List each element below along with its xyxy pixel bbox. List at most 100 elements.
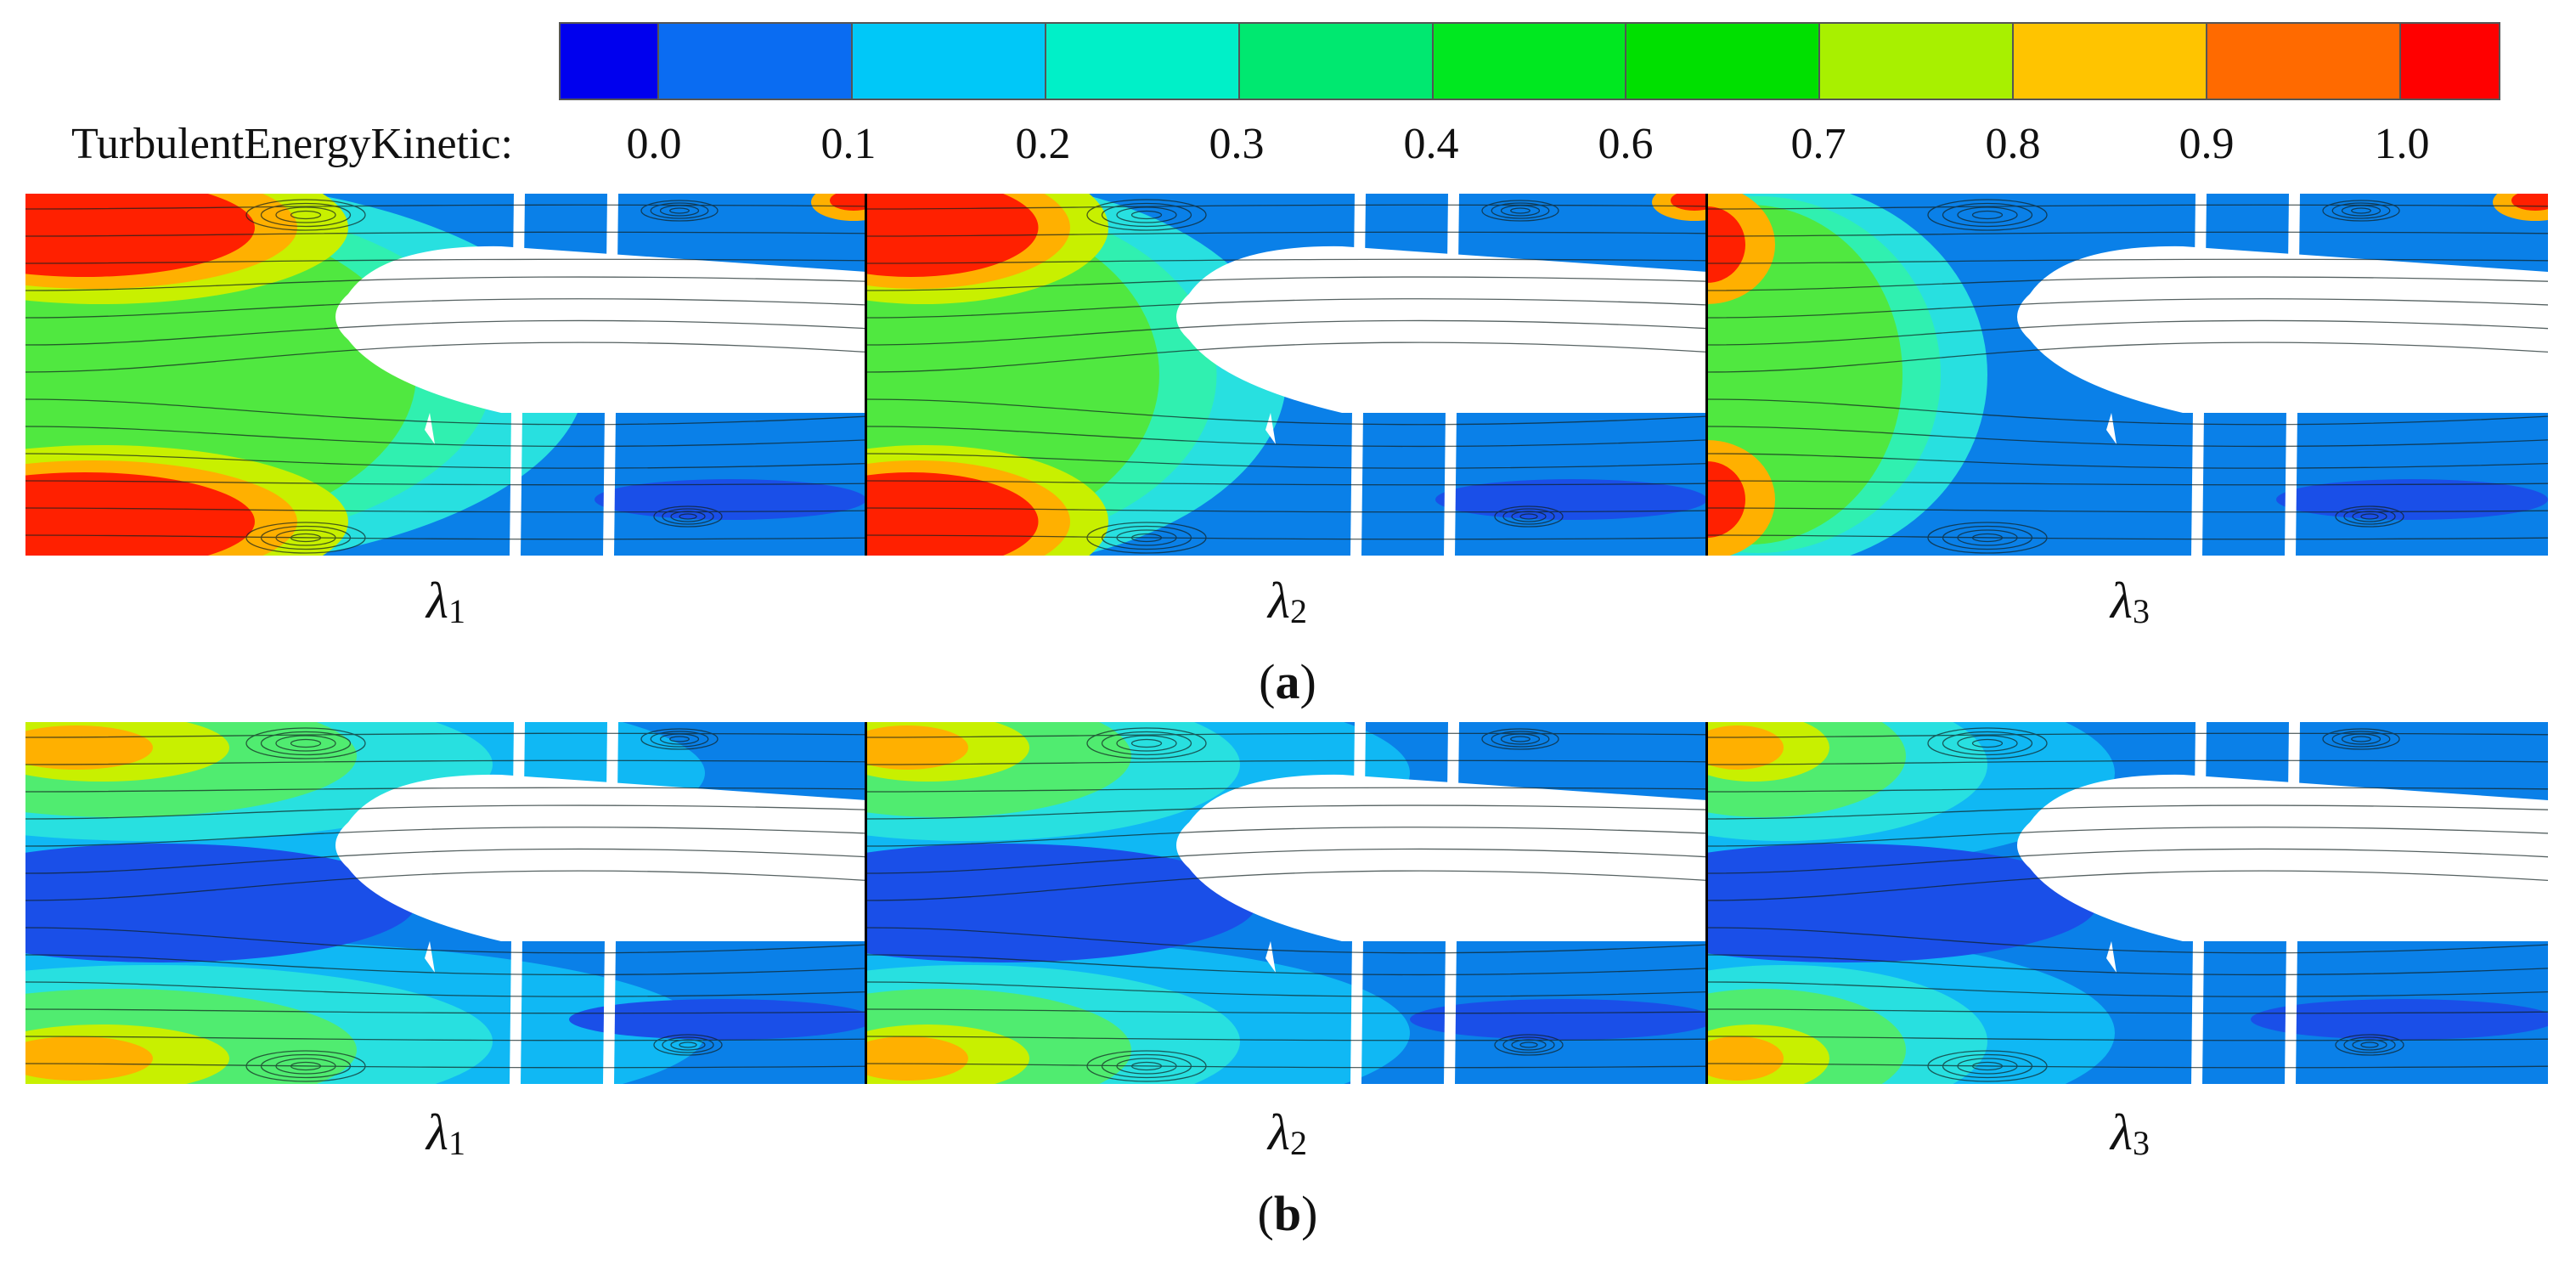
colorbar bbox=[559, 22, 2500, 100]
vortex-ring bbox=[2322, 200, 2400, 222]
contour-plot bbox=[1707, 722, 2548, 1084]
streamline bbox=[866, 848, 1707, 874]
guide-vane bbox=[2285, 194, 2300, 556]
vortex-ring bbox=[1510, 207, 1530, 214]
contour-panel-a2 bbox=[866, 194, 1707, 556]
centre-body bbox=[335, 246, 866, 413]
streamline bbox=[25, 870, 866, 901]
vortex-ring bbox=[260, 202, 352, 228]
vortex-ring bbox=[1101, 202, 1192, 228]
lambda-index: 1 bbox=[448, 592, 465, 630]
streamline bbox=[1707, 827, 2548, 847]
panel-label-b1: λ1 bbox=[426, 1103, 465, 1173]
vortex-ring bbox=[1491, 202, 1550, 219]
streamline bbox=[866, 426, 1707, 448]
vortex-ring bbox=[2335, 505, 2404, 528]
vortex-ring bbox=[245, 1050, 366, 1082]
vortex-ring bbox=[2335, 1034, 2404, 1056]
streamline bbox=[866, 453, 1707, 469]
colorbar-tick-label: 0.6 bbox=[1598, 120, 1654, 168]
streamline bbox=[866, 732, 1707, 738]
streamline bbox=[25, 827, 866, 847]
streamline bbox=[1707, 787, 2548, 793]
vortex-ring bbox=[1519, 1041, 1538, 1048]
streamline bbox=[1707, 927, 2548, 954]
lambda-symbol: λ bbox=[426, 1104, 448, 1160]
colorbar-swatch bbox=[1046, 24, 1240, 99]
vortex-ring bbox=[2341, 205, 2382, 217]
vortex-ring bbox=[1957, 206, 2018, 223]
vortex-ring bbox=[2352, 1039, 2387, 1051]
paren-close: ) bbox=[1301, 1186, 1318, 1241]
streamline bbox=[1707, 1008, 2548, 1014]
vortex-ring bbox=[1481, 728, 1559, 750]
lambda-index: 1 bbox=[448, 1124, 465, 1162]
vortex-ring bbox=[245, 522, 366, 554]
vortex-ring bbox=[275, 206, 336, 223]
guide-vane bbox=[603, 194, 618, 556]
vortex-ring bbox=[260, 1053, 352, 1079]
streamline bbox=[866, 276, 1707, 291]
streamline bbox=[1707, 981, 2548, 997]
streamline bbox=[866, 204, 1707, 210]
tke-region-0.0 bbox=[2251, 999, 2548, 1040]
colorbar-swatch bbox=[2013, 24, 2207, 99]
streamline bbox=[25, 927, 866, 954]
tke-region-1.0 bbox=[25, 472, 255, 556]
vortex-ring bbox=[1101, 731, 1192, 756]
colorbar-swatch bbox=[2400, 24, 2499, 99]
vortex-ring bbox=[275, 529, 336, 546]
vortex-ring bbox=[1942, 525, 2033, 550]
subfigure-label-b: (b) bbox=[1258, 1184, 1318, 1244]
vortex-ring bbox=[290, 210, 322, 220]
streamline bbox=[25, 341, 866, 373]
lambda-symbol: λ bbox=[1268, 573, 1290, 629]
streamline bbox=[866, 759, 1707, 765]
streamline bbox=[866, 231, 1707, 237]
colorbar-tick-label: 0.9 bbox=[2179, 120, 2235, 168]
vortex-ring bbox=[2351, 207, 2371, 214]
vortex-ring bbox=[1942, 202, 2033, 228]
streamline bbox=[1707, 453, 2548, 469]
vortex-ring bbox=[1130, 533, 1163, 543]
vortex-ring bbox=[275, 1058, 336, 1075]
panel-divider bbox=[865, 722, 867, 1084]
colorbar-tick-label: 0.3 bbox=[1209, 120, 1265, 168]
streamline bbox=[1707, 1063, 2548, 1069]
fin bbox=[1265, 308, 1276, 342]
streamline bbox=[1707, 426, 2548, 448]
colorbar-swatch bbox=[1433, 24, 1627, 99]
vortex-ring bbox=[1086, 727, 1207, 759]
vortex-ring bbox=[670, 511, 706, 522]
contour-panel-a1 bbox=[25, 194, 866, 556]
subfigure-letter: b bbox=[1273, 1186, 1302, 1241]
streamline bbox=[866, 1063, 1707, 1069]
vortex-ring bbox=[1971, 738, 2004, 748]
vortex-ring bbox=[650, 202, 709, 219]
fin bbox=[2106, 308, 2117, 342]
vortex-ring bbox=[1927, 727, 2048, 759]
vortex-ring bbox=[1927, 199, 2048, 231]
vortex-ring bbox=[1500, 205, 1541, 217]
streamline bbox=[866, 298, 1707, 319]
streamline bbox=[1707, 1036, 2548, 1041]
panel-label-a3: λ3 bbox=[2111, 571, 2150, 641]
vortex-ring bbox=[1116, 735, 1177, 752]
vortex-ring bbox=[1502, 508, 1555, 525]
streamline bbox=[866, 1036, 1707, 1041]
tke-region-0.0 bbox=[1707, 844, 2098, 962]
fin bbox=[425, 308, 435, 342]
streamline bbox=[25, 231, 866, 237]
subfigure-letter: a bbox=[1275, 654, 1300, 709]
vortex-ring bbox=[2352, 511, 2387, 522]
fin bbox=[1265, 413, 1276, 444]
streamline bbox=[866, 870, 1707, 901]
contour-panel-a3 bbox=[1707, 194, 2548, 556]
streamline bbox=[25, 1063, 866, 1069]
streamline bbox=[1707, 870, 2548, 901]
streamline bbox=[1707, 204, 2548, 210]
panel-divider bbox=[1705, 194, 1708, 556]
guide-vane bbox=[2285, 722, 2300, 1084]
streamline bbox=[1707, 507, 2548, 513]
streamline bbox=[1707, 231, 2548, 237]
